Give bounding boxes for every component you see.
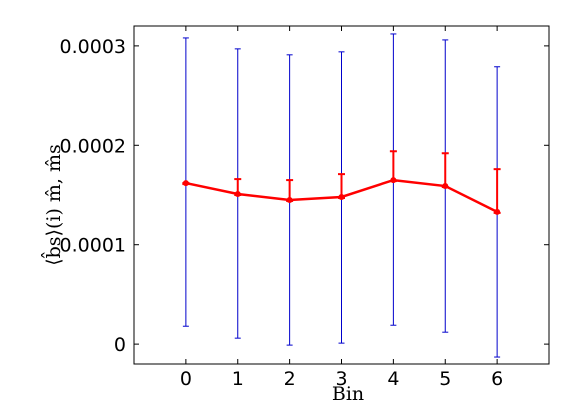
x-tick-label: 3 bbox=[335, 368, 347, 390]
data-point bbox=[234, 191, 241, 198]
x-tick-label: 0 bbox=[180, 368, 192, 390]
data-point bbox=[390, 177, 397, 184]
x-tick-label: 2 bbox=[284, 368, 296, 390]
x-tick-label: 4 bbox=[387, 368, 399, 390]
x-tick-label: 1 bbox=[232, 368, 244, 390]
y-tick-label: 0.0002 bbox=[60, 135, 126, 157]
data-point bbox=[494, 208, 501, 215]
data-point bbox=[442, 183, 449, 190]
x-tick-label: 6 bbox=[491, 368, 503, 390]
y-tick-label: 0 bbox=[114, 334, 126, 356]
y-tick-label: 0.0001 bbox=[60, 235, 126, 257]
data-point bbox=[286, 196, 293, 203]
x-axis-title: Bin bbox=[332, 383, 364, 405]
y-axis-title: ⟨b̂s⟩(i) m̂, m̂s bbox=[40, 144, 65, 266]
data-point bbox=[182, 180, 189, 187]
x-tick-label: 5 bbox=[439, 368, 451, 390]
data-point bbox=[338, 193, 345, 200]
y-tick-label: 0.0003 bbox=[60, 36, 126, 58]
